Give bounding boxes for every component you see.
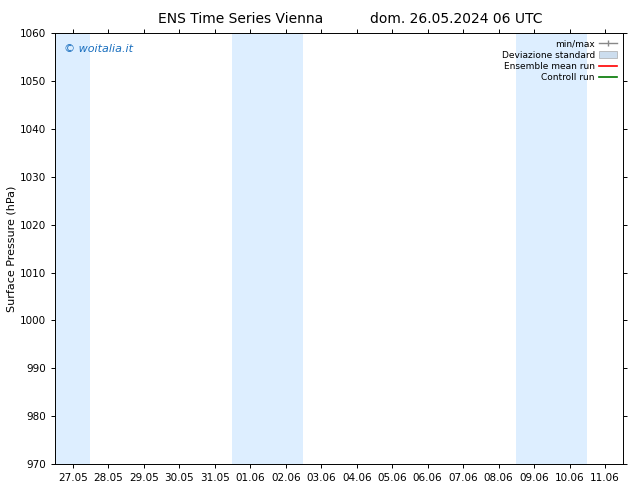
- Text: dom. 26.05.2024 06 UTC: dom. 26.05.2024 06 UTC: [370, 12, 543, 26]
- Y-axis label: Surface Pressure (hPa): Surface Pressure (hPa): [7, 185, 17, 312]
- Bar: [233, 33, 304, 464]
- Text: © woitalia.it: © woitalia.it: [63, 44, 133, 54]
- Legend: min/max, Deviazione standard, Ensemble mean run, Controll run: min/max, Deviazione standard, Ensemble m…: [500, 38, 618, 84]
- Text: ENS Time Series Vienna: ENS Time Series Vienna: [158, 12, 323, 26]
- Bar: [517, 33, 587, 464]
- Bar: [55, 33, 91, 464]
